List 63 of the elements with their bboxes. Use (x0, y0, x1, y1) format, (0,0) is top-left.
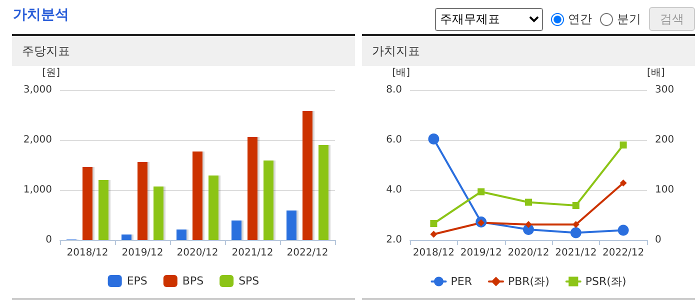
x-tick-label: 2019/12 (122, 248, 164, 258)
legend-label: EPS (126, 274, 148, 288)
y-tick-label: 3,000 (23, 84, 52, 96)
y-axis-title: [배] (392, 68, 410, 78)
y-tick-label: 4.0 (386, 184, 402, 196)
point (525, 198, 532, 206)
point (620, 142, 627, 148)
bar (82, 167, 92, 240)
x-tick-label: 2018/12 (412, 248, 454, 258)
bar (98, 180, 108, 240)
x-tick-label: 2019/12 (460, 248, 502, 258)
bar (192, 152, 202, 240)
y-tick-label: 6.0 (386, 134, 402, 146)
point (430, 230, 438, 238)
y-tick-label: 0 (46, 234, 52, 246)
y-tick-label: 2,000 (23, 134, 52, 146)
text: 가치분석 (13, 6, 69, 24)
legend-label: PER (450, 275, 472, 288)
legend-label: SPS (238, 274, 260, 288)
y-axis-title: [원] (42, 68, 60, 78)
bar (248, 137, 258, 240)
legend-label: BPS (182, 274, 204, 288)
y2-tick-label: 200 (655, 134, 674, 146)
text: 연간 (568, 10, 592, 28)
point (430, 220, 438, 227)
x-tick-label: 2021/12 (555, 248, 597, 258)
y2-tick-label: 0 (655, 234, 662, 246)
y-tick-label: 8.0 (386, 84, 402, 96)
x-tick-label: 2020/12 (176, 248, 218, 258)
x-tick-label: 2020/12 (508, 248, 550, 258)
point (478, 188, 485, 196)
search-button: 검색 (649, 7, 695, 31)
bar (302, 111, 312, 240)
y-tick-label: 1,000 (23, 184, 52, 196)
x-tick-label: 2022/12 (602, 248, 644, 258)
text: 분기 (617, 10, 641, 28)
chart-title: 가치지표 (362, 34, 695, 66)
statement-select: 주재무제표 (435, 8, 543, 30)
y2-tick-label: 100 (655, 184, 674, 196)
point (428, 134, 440, 144)
point (570, 227, 582, 238)
bar (208, 176, 218, 240)
point (525, 221, 532, 228)
x-tick-label: 2018/12 (66, 248, 108, 258)
x-tick-label: 2021/12 (232, 248, 274, 258)
bar (154, 186, 164, 240)
bar (264, 160, 274, 240)
bar (176, 230, 186, 240)
point (618, 224, 629, 236)
point (620, 180, 627, 186)
bar (122, 234, 132, 240)
y-tick-label: 2.0 (386, 234, 402, 246)
bar (286, 210, 296, 240)
bar (318, 145, 328, 240)
legend-label: PBR(좌) (508, 275, 550, 288)
y2-axis-title: [배] (647, 68, 665, 78)
legend-label: PSR(좌) (585, 275, 626, 288)
bar (232, 220, 242, 240)
x-tick-label: 2022/12 (286, 248, 328, 258)
bar (138, 162, 148, 240)
y2-tick-label: 300 (655, 84, 674, 96)
chart-title: 주당지표 (12, 34, 355, 66)
point (572, 202, 580, 209)
